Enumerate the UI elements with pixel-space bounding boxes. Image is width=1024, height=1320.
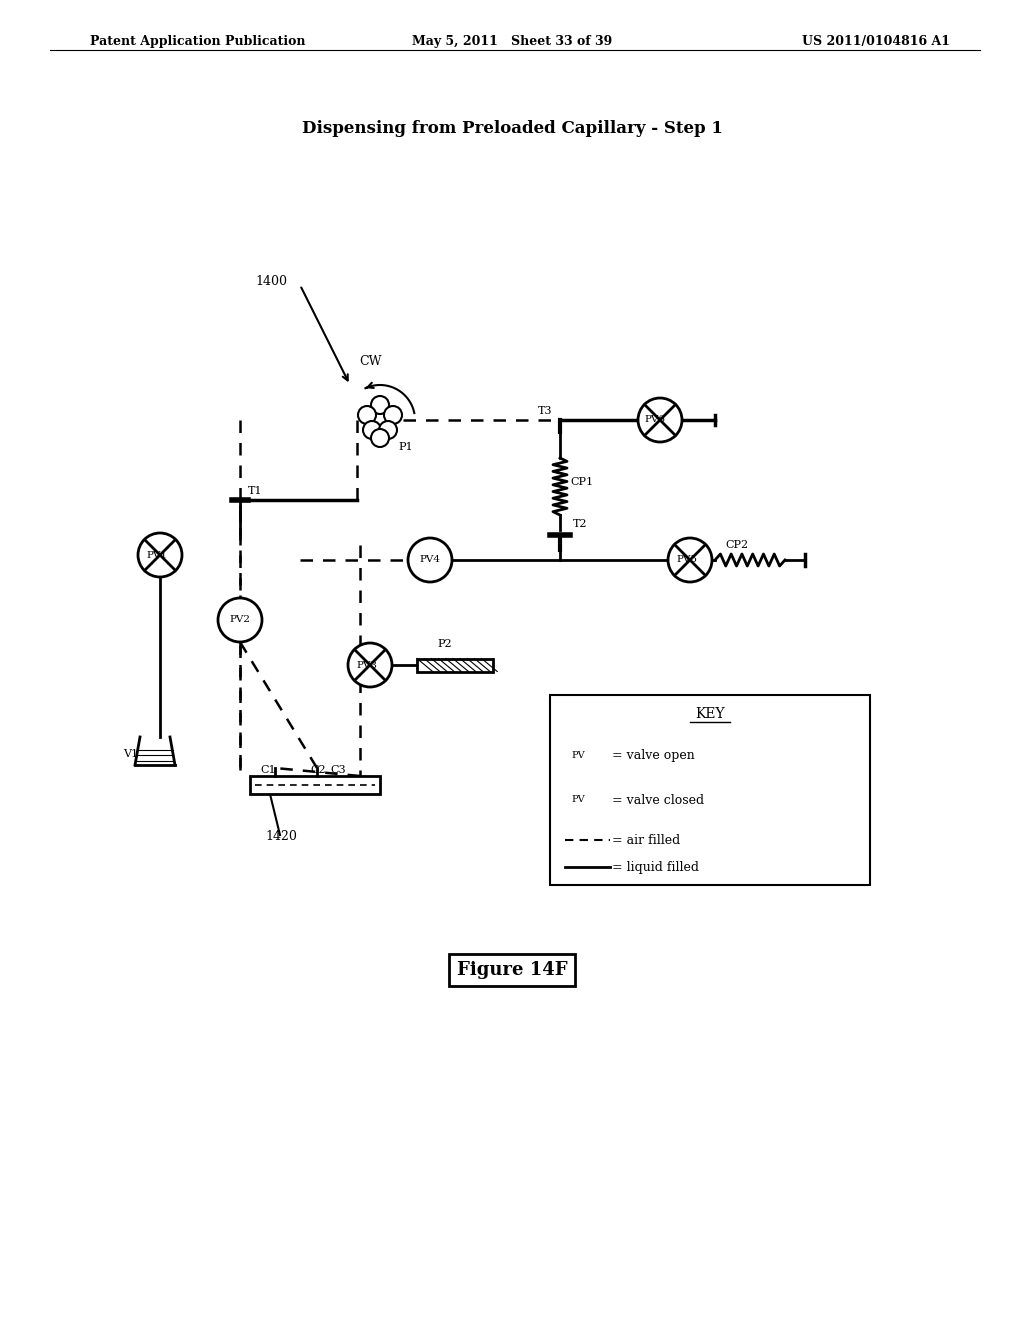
Circle shape: [371, 429, 389, 447]
Text: 1420: 1420: [265, 830, 297, 843]
Circle shape: [638, 399, 682, 442]
Text: 1400: 1400: [255, 275, 287, 288]
Circle shape: [408, 539, 452, 582]
Circle shape: [358, 407, 376, 424]
Text: C3: C3: [330, 766, 346, 775]
Circle shape: [571, 738, 605, 772]
Text: PV3: PV3: [356, 660, 378, 669]
Text: CP1: CP1: [570, 477, 593, 487]
Text: US 2011/0104816 A1: US 2011/0104816 A1: [802, 36, 950, 48]
Circle shape: [379, 421, 397, 440]
Circle shape: [348, 643, 392, 686]
Text: Patent Application Publication: Patent Application Publication: [90, 36, 305, 48]
Bar: [550, 696, 870, 884]
Text: P2: P2: [437, 639, 453, 649]
Circle shape: [384, 407, 402, 424]
Text: CP2: CP2: [725, 540, 749, 550]
Text: V1: V1: [123, 748, 138, 759]
Bar: [250, 776, 380, 795]
Text: PV2: PV2: [229, 615, 251, 624]
Bar: [417, 659, 493, 672]
Text: T2: T2: [573, 519, 588, 529]
Circle shape: [668, 539, 712, 582]
Text: Dispensing from Preloaded Capillary - Step 1: Dispensing from Preloaded Capillary - St…: [301, 120, 723, 137]
Text: = air filled: = air filled: [612, 833, 680, 846]
Circle shape: [371, 396, 389, 414]
Text: = liquid filled: = liquid filled: [612, 861, 699, 874]
Text: T1: T1: [248, 486, 262, 496]
Text: PV: PV: [571, 751, 585, 759]
Text: T3: T3: [538, 407, 553, 416]
Circle shape: [218, 598, 262, 642]
Text: C1: C1: [260, 766, 275, 775]
Text: = valve open: = valve open: [612, 748, 694, 762]
Text: C2: C2: [310, 766, 326, 775]
Text: PV: PV: [571, 796, 585, 804]
Text: PV4: PV4: [420, 556, 440, 565]
Text: CW: CW: [358, 355, 381, 368]
Text: KEY: KEY: [695, 708, 725, 721]
Text: May 5, 2011   Sheet 33 of 39: May 5, 2011 Sheet 33 of 39: [412, 36, 612, 48]
Text: PV6: PV6: [644, 416, 666, 425]
Text: P1: P1: [398, 442, 413, 451]
Text: PV1: PV1: [146, 550, 168, 560]
Text: = valve closed: = valve closed: [612, 793, 705, 807]
Text: Figure 14F: Figure 14F: [457, 961, 567, 979]
Circle shape: [571, 783, 605, 817]
Circle shape: [138, 533, 182, 577]
Text: PV5: PV5: [677, 556, 697, 565]
Circle shape: [362, 421, 381, 440]
